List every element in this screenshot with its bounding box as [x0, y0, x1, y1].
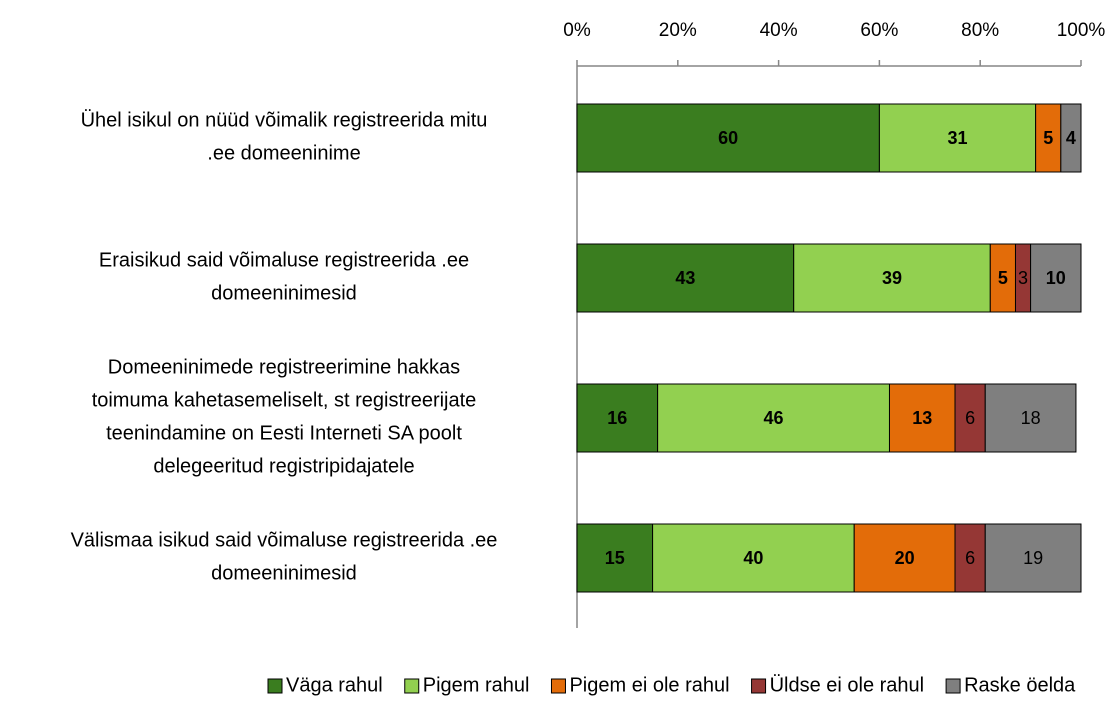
bar-segment — [793, 243, 991, 313]
legend-label: Väga rahul — [286, 674, 383, 696]
category-label: Domeeninimede registreerimine hakkas toim… — [92, 357, 477, 478]
x-tick-label: 0% — [563, 20, 591, 41]
legend-swatch — [267, 678, 283, 694]
bar-segment — [652, 523, 855, 593]
legend-label: Pigem rahul — [423, 674, 530, 696]
value-label: 39 — [882, 268, 902, 288]
value-label: 20 — [895, 548, 915, 568]
bar-segment — [888, 383, 956, 453]
legend-label: Pigem ei ole rahul — [569, 674, 729, 696]
value-label: 60 — [718, 128, 738, 148]
value-label: 16 — [607, 408, 627, 428]
value-label: 15 — [605, 548, 625, 568]
legend-label: Üldse ei ole rahul — [770, 674, 925, 696]
legend-label: Raske öelda — [964, 674, 1076, 696]
bar-segment — [984, 383, 1077, 453]
category-label: Välismaa isikud said võimaluse registree… — [71, 530, 498, 585]
bar-segment — [576, 523, 654, 593]
bar-segment — [576, 243, 795, 313]
legend-swatch — [945, 678, 961, 694]
value-label: 43 — [675, 268, 695, 288]
bar-segment — [1030, 243, 1082, 313]
value-label: 40 — [743, 548, 763, 568]
value-label: 5 — [1043, 128, 1053, 148]
category-label: Eraisikud said võimaluse registreerida .… — [99, 250, 469, 305]
bar-segment — [954, 383, 986, 453]
bar-segment — [1060, 103, 1082, 173]
bar-segment — [878, 103, 1037, 173]
value-label: 46 — [764, 408, 784, 428]
value-label: 19 — [1023, 548, 1043, 568]
legend-swatch — [550, 678, 566, 694]
x-tick-label: 60% — [860, 20, 898, 41]
bar-segment — [576, 103, 880, 173]
bar-segment — [576, 383, 659, 453]
bar-segment — [989, 243, 1016, 313]
x-tick-label: 80% — [961, 20, 999, 41]
value-label: 6 — [965, 408, 975, 428]
legend-swatch — [404, 678, 420, 694]
value-label: 13 — [912, 408, 932, 428]
legend-swatch — [751, 678, 767, 694]
x-tick-label: 40% — [760, 20, 798, 41]
value-label: 31 — [948, 128, 968, 148]
bar-segment — [984, 523, 1082, 593]
category-label: Ühel isikul on nüüd võimalik registreeri… — [81, 110, 488, 165]
value-label: 5 — [998, 268, 1008, 288]
value-label: 6 — [965, 548, 975, 568]
value-label: 4 — [1066, 128, 1076, 148]
x-tick-label: 100% — [1057, 20, 1106, 41]
value-label: 3 — [1018, 268, 1028, 288]
bar-segment — [954, 523, 986, 593]
value-label: 10 — [1046, 268, 1066, 288]
value-label: 18 — [1021, 408, 1041, 428]
x-tick-label: 20% — [659, 20, 697, 41]
bar-segment — [657, 383, 890, 453]
bar-segment — [853, 523, 956, 593]
